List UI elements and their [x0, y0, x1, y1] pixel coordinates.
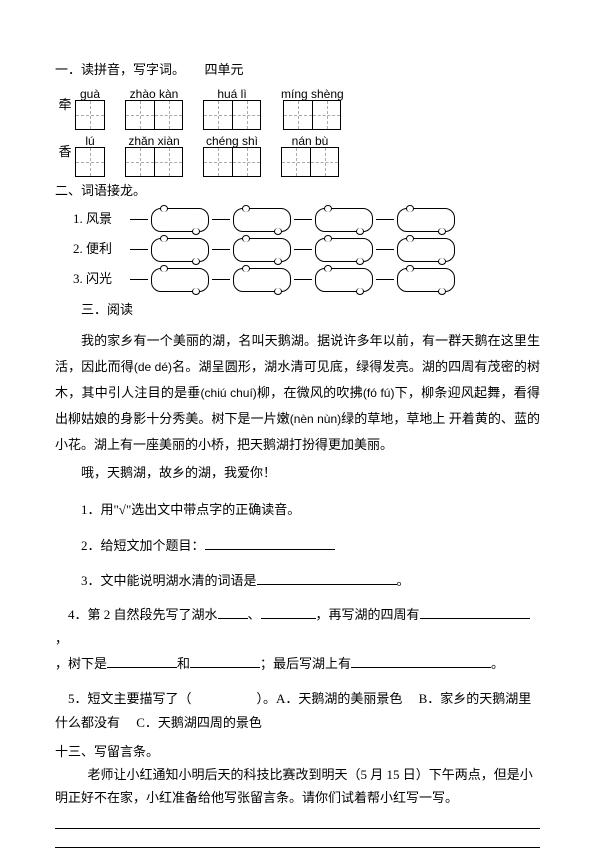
writing-line — [55, 847, 540, 848]
blank-line — [351, 654, 491, 668]
pinyin-row-1: 牵 guà zhào kàn huá lì míng shèng — [55, 85, 540, 130]
chain-row-3: 3. 闪光 — [73, 268, 540, 292]
grid-cell — [312, 101, 340, 129]
blank-line — [107, 654, 177, 668]
grid-cell — [282, 148, 310, 176]
section1-title: 一．读拼音，写字词。 四单元 — [55, 60, 540, 81]
dash-icon — [376, 279, 394, 280]
annot-de: (de dé) — [134, 360, 172, 374]
blank-line — [190, 654, 260, 668]
pinyin-text: zhào kàn — [130, 85, 179, 99]
grid-cell — [154, 148, 182, 176]
pinyin-text: huá lì — [217, 85, 246, 99]
char-group: míng shèng — [281, 85, 344, 130]
chain-label: 2. 便利 — [73, 239, 129, 260]
cloud-box — [397, 238, 455, 262]
char-group: lú — [75, 132, 105, 177]
grid-box — [125, 100, 183, 130]
passage-p1: 我的家乡有一个美丽的湖，名叫天鹅湖。据说许多年以前，有一群天鹅在这里生活，因此而… — [55, 328, 540, 458]
section13-title: 十三、写留言条。 — [55, 742, 540, 763]
cloud-box — [151, 238, 209, 262]
pinyin-text: nán bù — [292, 132, 329, 146]
annot-fu: (fó fú) — [363, 386, 395, 400]
blank-line — [257, 571, 397, 585]
section3-title: 三．阅读 — [55, 300, 540, 321]
cloud-box — [151, 208, 209, 232]
char-group: chéng shì — [203, 132, 261, 177]
passage-p2: 哦，天鹅湖，故乡的湖，我爱你！ — [55, 460, 540, 486]
chain-label: 1. 风景 — [73, 209, 129, 230]
pinyin-text: lú — [85, 132, 94, 146]
row1-label: 牵 — [55, 95, 75, 130]
chain-row-1: 1. 风景 — [73, 208, 540, 232]
grid-box — [203, 100, 261, 130]
grid-box — [75, 147, 105, 177]
cloud-box — [397, 208, 455, 232]
dash-icon — [376, 219, 394, 220]
dash-icon — [212, 279, 230, 280]
blank-line — [261, 605, 316, 619]
char-group: nán bù — [281, 132, 339, 177]
cloud-box — [233, 238, 291, 262]
pinyin-text: míng shèng — [281, 85, 344, 99]
cloud-box — [315, 238, 373, 262]
cloud-box — [315, 208, 373, 232]
grid-box — [125, 147, 183, 177]
q2: 2．给短文加个题目： — [55, 534, 540, 557]
char-group: huá lì — [203, 85, 261, 130]
grid-box — [75, 100, 105, 130]
dash-icon — [130, 249, 148, 250]
blank-line — [205, 536, 335, 550]
grid-cell — [126, 148, 154, 176]
grid-cell — [232, 101, 260, 129]
blank-line — [218, 605, 248, 619]
cloud-box — [315, 268, 373, 292]
dash-icon — [294, 279, 312, 280]
grid-cell — [232, 148, 260, 176]
dash-icon — [212, 219, 230, 220]
section13-body: 老师让小红通知小明后天的科技比赛改到明天（5 月 15 日）下午两点，但是小明正… — [55, 763, 540, 810]
grid-cell — [76, 148, 104, 176]
grid-cell — [284, 101, 312, 129]
dash-icon — [376, 249, 394, 250]
pinyin-text: guà — [80, 85, 100, 99]
cloud-box — [397, 268, 455, 292]
cloud-box — [233, 208, 291, 232]
dash-icon — [294, 219, 312, 220]
chain-row-2: 2. 便利 — [73, 238, 540, 262]
annot-chui: (chiú chuí) — [201, 386, 257, 400]
dash-icon — [294, 249, 312, 250]
char-group: guà — [75, 85, 105, 130]
grid-cell — [204, 148, 232, 176]
q5: 5．短文主要描写了（ ）。A．天鹅湖的美丽景色 B．家乡的天鹅湖里什么都没有 C… — [55, 687, 540, 736]
dash-icon — [130, 279, 148, 280]
row2-label: 香 — [55, 142, 75, 177]
q3: 3．文中能说明湖水清的词语是。 — [55, 569, 540, 592]
grid-cell — [154, 101, 182, 129]
pinyin-text: zhǎn xiàn — [128, 132, 179, 146]
writing-line — [55, 828, 540, 829]
blank-line — [420, 605, 530, 619]
annot-nen: (nèn nùn) — [290, 412, 341, 426]
grid-cell — [204, 101, 232, 129]
cloud-box — [151, 268, 209, 292]
grid-cell — [310, 148, 338, 176]
char-group: zhào kàn — [125, 85, 183, 130]
grid-box — [281, 147, 339, 177]
section2-title: 二、词语接龙。 — [55, 181, 540, 202]
q4: 4．第 2 自然段先写了湖水、，再写湖的四周有， ，树下是和；最后写湖上有。 — [55, 603, 540, 677]
grid-box — [283, 100, 341, 130]
dash-icon — [130, 219, 148, 220]
grid-cell — [76, 101, 104, 129]
pinyin-row-2: 香 lú zhǎn xiàn chéng shì nán bù — [55, 132, 540, 177]
q1: 1．用"√"选出文中带点字的正确读音。 — [55, 498, 540, 521]
dash-icon — [212, 249, 230, 250]
char-group: zhǎn xiàn — [125, 132, 183, 177]
pinyin-text: chéng shì — [206, 132, 258, 146]
grid-cell — [126, 101, 154, 129]
chain-label: 3. 闪光 — [73, 269, 129, 290]
cloud-box — [233, 268, 291, 292]
grid-box — [203, 147, 261, 177]
